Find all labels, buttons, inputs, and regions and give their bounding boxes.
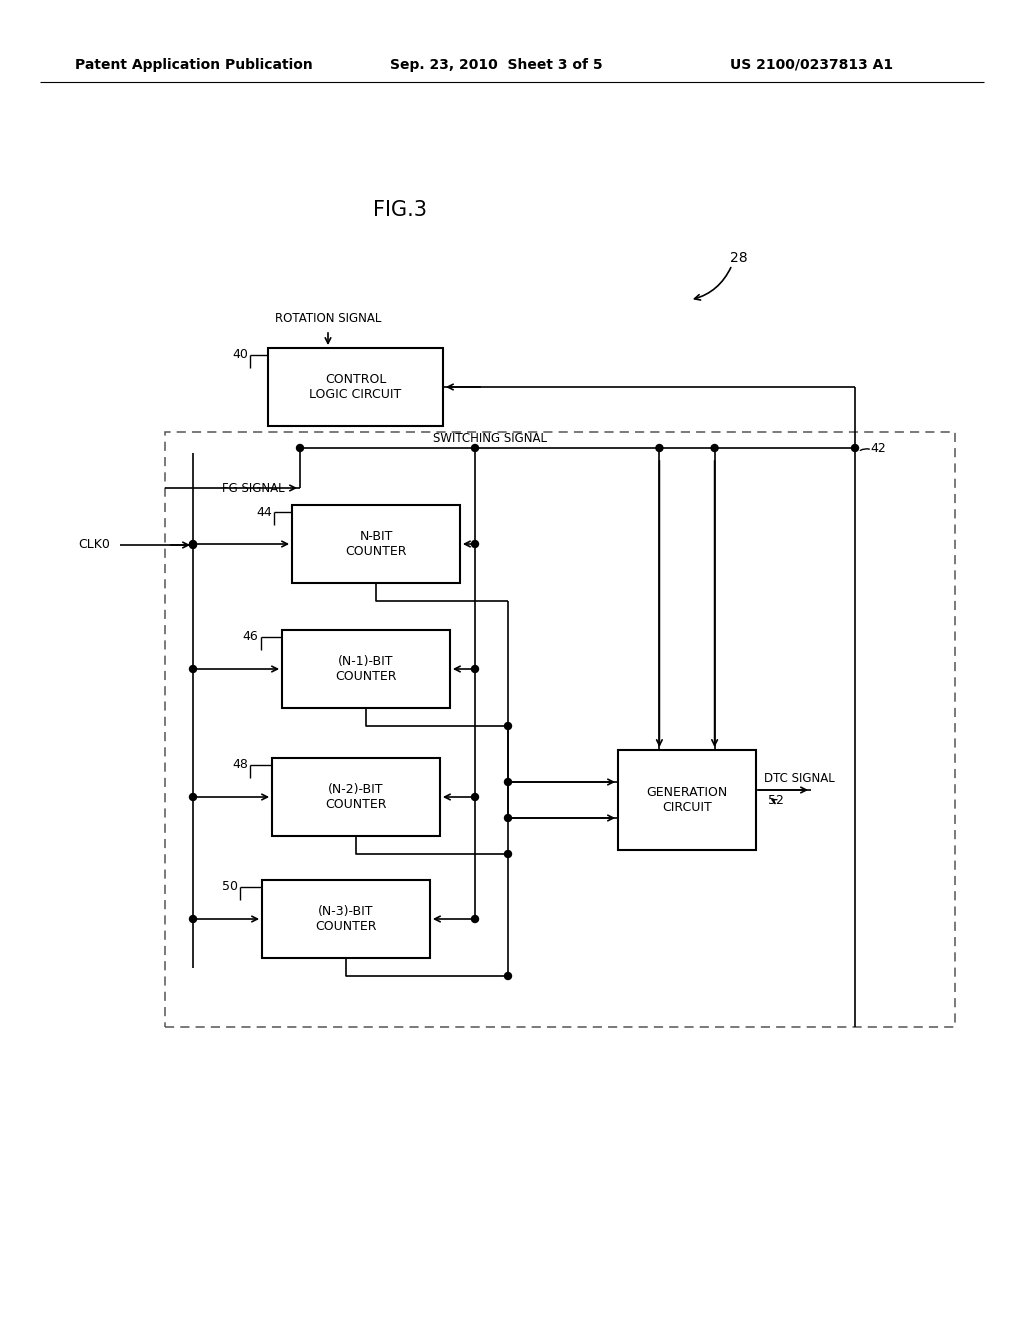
Bar xyxy=(262,880,430,958)
Text: Patent Application Publication: Patent Application Publication xyxy=(75,58,312,73)
Circle shape xyxy=(471,793,478,800)
Circle shape xyxy=(189,665,197,672)
Text: (N-1)-BIT
COUNTER: (N-1)-BIT COUNTER xyxy=(335,655,396,682)
Bar xyxy=(268,348,443,426)
Text: ROTATION SIGNAL: ROTATION SIGNAL xyxy=(274,312,381,325)
Bar xyxy=(282,630,450,708)
Circle shape xyxy=(711,445,718,451)
Text: 44: 44 xyxy=(256,506,272,519)
Text: Sep. 23, 2010  Sheet 3 of 5: Sep. 23, 2010 Sheet 3 of 5 xyxy=(390,58,603,73)
Circle shape xyxy=(505,722,512,730)
Circle shape xyxy=(505,973,512,979)
Circle shape xyxy=(471,445,478,451)
Text: 48: 48 xyxy=(232,759,248,771)
Text: GENERATION
CIRCUIT: GENERATION CIRCUIT xyxy=(646,785,728,814)
Text: CONTROL
LOGIC CIRCUIT: CONTROL LOGIC CIRCUIT xyxy=(309,374,401,401)
Circle shape xyxy=(471,916,478,923)
Circle shape xyxy=(189,793,197,800)
Circle shape xyxy=(656,445,663,451)
Circle shape xyxy=(505,814,512,821)
Text: US 2100/0237813 A1: US 2100/0237813 A1 xyxy=(730,58,893,73)
Circle shape xyxy=(505,779,512,785)
Bar xyxy=(292,506,460,583)
Circle shape xyxy=(471,665,478,672)
Text: (N-3)-BIT
COUNTER: (N-3)-BIT COUNTER xyxy=(315,906,377,933)
Circle shape xyxy=(189,540,197,548)
Text: CLK0: CLK0 xyxy=(78,539,110,552)
Circle shape xyxy=(189,541,197,549)
Text: 42: 42 xyxy=(870,441,886,454)
Circle shape xyxy=(471,540,478,548)
Text: N-BIT
COUNTER: N-BIT COUNTER xyxy=(345,531,407,558)
Text: 52: 52 xyxy=(768,793,784,807)
Bar xyxy=(618,750,756,850)
Circle shape xyxy=(297,445,303,451)
Text: (N-2)-BIT
COUNTER: (N-2)-BIT COUNTER xyxy=(326,783,387,810)
Text: 28: 28 xyxy=(730,251,748,265)
Text: 46: 46 xyxy=(243,631,258,644)
Text: SWITCHING SIGNAL: SWITCHING SIGNAL xyxy=(433,432,547,445)
Text: FIG.3: FIG.3 xyxy=(373,201,427,220)
Bar xyxy=(272,758,440,836)
Circle shape xyxy=(852,445,858,451)
Text: FG SIGNAL: FG SIGNAL xyxy=(222,482,285,495)
Circle shape xyxy=(505,850,512,858)
Bar xyxy=(165,432,955,1027)
Text: DTC SIGNAL: DTC SIGNAL xyxy=(764,771,835,784)
Circle shape xyxy=(189,916,197,923)
Text: 50: 50 xyxy=(222,880,238,894)
Text: 40: 40 xyxy=(232,348,248,362)
